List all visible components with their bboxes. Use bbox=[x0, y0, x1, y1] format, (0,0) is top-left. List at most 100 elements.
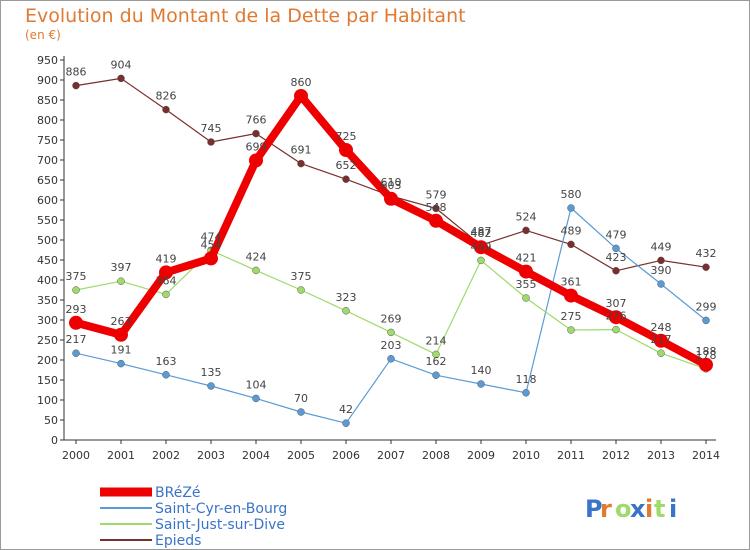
svg-text:i: i bbox=[645, 495, 653, 523]
data-label: 361 bbox=[561, 276, 582, 289]
data-point bbox=[117, 277, 125, 285]
data-point bbox=[387, 328, 395, 337]
data-label: 263 bbox=[111, 315, 132, 328]
y-tick-label: 50 bbox=[44, 414, 58, 427]
data-label: 479 bbox=[606, 228, 627, 241]
data-point bbox=[699, 357, 713, 372]
y-tick-label: 350 bbox=[37, 294, 58, 307]
data-point bbox=[384, 191, 398, 206]
y-tick-label: 900 bbox=[37, 74, 58, 87]
data-label: 269 bbox=[381, 312, 402, 325]
data-point bbox=[567, 240, 575, 249]
series-line bbox=[75, 77, 707, 272]
data-point bbox=[207, 138, 215, 146]
data-point bbox=[702, 316, 710, 325]
y-tick-label: 450 bbox=[37, 254, 58, 267]
data-point bbox=[567, 204, 575, 212]
data-point bbox=[117, 359, 125, 368]
data-point bbox=[72, 286, 80, 294]
data-point bbox=[657, 280, 665, 288]
data-point bbox=[612, 325, 620, 334]
data-point bbox=[477, 256, 485, 265]
data-label: 524 bbox=[516, 210, 537, 223]
data-point bbox=[249, 153, 263, 168]
data-point bbox=[519, 264, 533, 279]
data-point bbox=[477, 380, 485, 388]
data-point bbox=[342, 419, 350, 427]
data-point bbox=[609, 310, 623, 325]
data-label: 652 bbox=[336, 159, 357, 172]
x-tick-label: 2013 bbox=[647, 449, 675, 462]
data-point bbox=[612, 267, 620, 275]
y-tick-label: 950 bbox=[37, 54, 58, 67]
y-tick-label: 700 bbox=[37, 154, 58, 167]
data-point bbox=[387, 355, 395, 363]
legend-label: Saint-Cyr-en-Bourg bbox=[155, 501, 287, 517]
data-label: 217 bbox=[66, 333, 87, 346]
data-label: 610 bbox=[381, 176, 402, 189]
y-tick-label: 250 bbox=[37, 334, 58, 347]
data-point bbox=[162, 371, 170, 379]
data-label: 191 bbox=[111, 344, 132, 357]
svg-text:x: x bbox=[630, 495, 646, 523]
data-point bbox=[522, 294, 530, 302]
data-point bbox=[294, 89, 308, 103]
data-point bbox=[342, 307, 350, 315]
y-tick-label: 650 bbox=[37, 174, 58, 187]
data-label: 474 bbox=[201, 230, 222, 243]
x-tick-label: 2012 bbox=[602, 449, 630, 462]
y-tick-label: 500 bbox=[37, 234, 58, 247]
data-label: 424 bbox=[246, 250, 267, 263]
data-point bbox=[657, 256, 665, 265]
legend-label: Saint-Just-sur-Dive bbox=[155, 517, 285, 533]
data-point bbox=[297, 408, 305, 416]
data-label: 70 bbox=[294, 392, 308, 405]
data-label: 745 bbox=[201, 122, 222, 135]
chart-title: Evolution du Montant de la Dette par Hab… bbox=[25, 5, 466, 27]
data-label: 364 bbox=[156, 274, 177, 287]
data-label: 307 bbox=[606, 297, 627, 310]
x-tick-label: 2014 bbox=[692, 449, 720, 462]
data-point bbox=[207, 382, 215, 390]
data-label: 449 bbox=[651, 240, 672, 253]
data-label: 699 bbox=[246, 140, 267, 153]
data-point bbox=[297, 159, 305, 168]
x-tick-label: 2003 bbox=[197, 449, 225, 462]
data-label: 421 bbox=[516, 252, 537, 265]
data-point bbox=[117, 74, 125, 83]
data-label: 419 bbox=[156, 252, 177, 265]
data-label: 860 bbox=[291, 76, 312, 89]
data-point bbox=[72, 349, 80, 357]
data-label: 691 bbox=[291, 144, 312, 157]
data-label: 390 bbox=[651, 264, 672, 277]
data-point bbox=[252, 129, 260, 138]
data-point bbox=[567, 326, 575, 334]
x-tick-label: 2010 bbox=[512, 449, 540, 462]
y-tick-label: 0 bbox=[51, 434, 58, 447]
data-label: 482 bbox=[471, 227, 492, 240]
data-point bbox=[72, 81, 80, 90]
x-tick-label: 2001 bbox=[107, 449, 135, 462]
data-label: 140 bbox=[471, 364, 492, 377]
data-point bbox=[342, 175, 350, 183]
x-tick-label: 2004 bbox=[242, 449, 270, 462]
y-tick-label: 300 bbox=[37, 314, 58, 327]
data-label: 299 bbox=[696, 300, 717, 313]
data-point bbox=[564, 288, 578, 303]
x-tick-label: 2011 bbox=[557, 449, 585, 462]
y-tick-label: 150 bbox=[37, 374, 58, 387]
data-label: 217 bbox=[651, 333, 672, 346]
data-label: 203 bbox=[381, 339, 402, 352]
data-label: 603 bbox=[381, 179, 402, 192]
x-tick-label: 2002 bbox=[152, 449, 180, 462]
data-point bbox=[429, 213, 443, 228]
data-label: 276 bbox=[606, 310, 627, 323]
data-point bbox=[657, 349, 665, 357]
data-label: 42 bbox=[339, 403, 353, 416]
data-label: 162 bbox=[426, 355, 447, 368]
data-label: 104 bbox=[246, 378, 267, 391]
svg-text:t: t bbox=[654, 495, 665, 523]
x-tick-label: 2006 bbox=[332, 449, 360, 462]
data-label: 826 bbox=[156, 90, 177, 103]
data-label: 135 bbox=[201, 366, 222, 379]
